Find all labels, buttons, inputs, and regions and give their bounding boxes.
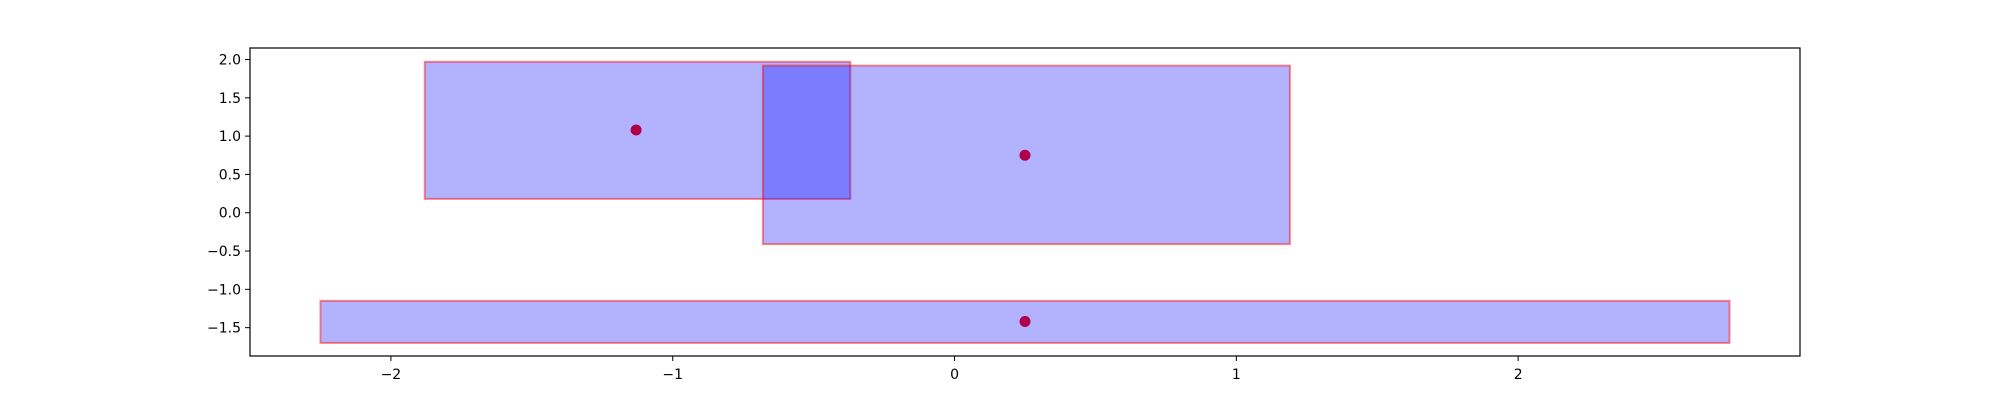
x-tick-label: 2 bbox=[1514, 367, 1523, 383]
axes-layer: −2 −1 0 1 2 −1.5 −1.0 −0.5 0.0 0.5 1.0 1.5 2.0 bbox=[207, 47, 1801, 383]
y-tick-label: −1.5 bbox=[207, 321, 241, 337]
x-tick-label: −1 bbox=[662, 367, 683, 383]
center-point-1 bbox=[630, 124, 642, 136]
x-tick-label: 1 bbox=[1232, 367, 1241, 383]
y-tick-label: −1.0 bbox=[207, 282, 241, 298]
x-tick-label: −2 bbox=[381, 367, 402, 383]
y-tick-label: 1.5 bbox=[219, 91, 241, 107]
center-point-2 bbox=[1019, 149, 1031, 161]
y-tick-label: 2.0 bbox=[219, 52, 241, 68]
axes-frame bbox=[249, 47, 1801, 357]
center-point-3 bbox=[1019, 316, 1031, 328]
y-tick-label: −0.5 bbox=[207, 244, 241, 260]
y-tick-label: 1.0 bbox=[219, 129, 241, 145]
x-tick-label: 0 bbox=[950, 367, 959, 383]
y-tick-label: 0.5 bbox=[219, 167, 241, 183]
y-tick-label: 0.0 bbox=[219, 206, 241, 222]
points-layer bbox=[630, 124, 1031, 328]
